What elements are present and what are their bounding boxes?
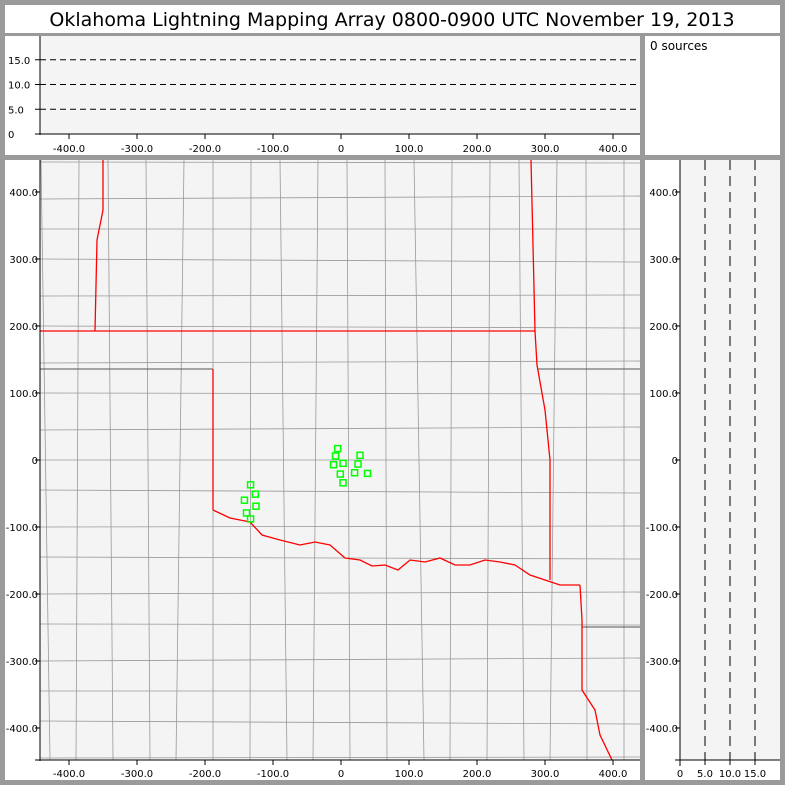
- county-line: [40, 556, 640, 560]
- lightning-source-marker: [336, 470, 345, 478]
- county-line: [40, 623, 640, 626]
- oklahoma-state-border: [40, 160, 613, 760]
- x-tick-label: -300.0: [121, 769, 153, 780]
- x-tick-label: -400.0: [53, 769, 85, 780]
- x-tick-label: 15.0: [744, 769, 766, 780]
- county-line: [40, 525, 640, 528]
- lightning-source-marker: [252, 502, 260, 510]
- map-panel: 400.0 300.0 200.0 100.0 0 -100.0 -200.0 -300.0 -…: [5, 160, 640, 780]
- county-line: [40, 392, 640, 395]
- x-tick-label: 200.0: [463, 144, 492, 155]
- x-tick-label: 200.0: [463, 769, 492, 780]
- x-tick-label: -400.0: [53, 144, 85, 155]
- y-tick-label: 200.0: [9, 322, 38, 333]
- county-line: [40, 294, 640, 297]
- y-tick-label: -200.0: [6, 590, 38, 601]
- lightning-source-marker: [246, 515, 255, 523]
- y-tick-label: -400.0: [6, 724, 38, 735]
- x-tick-label: 300.0: [531, 769, 560, 780]
- side-altitude-panel: 400.0 300.0 200.0 100.0 0 -100.0 -200.0 -300.0 -…: [645, 160, 780, 780]
- y-tick-label: -300.0: [6, 657, 38, 668]
- y-tick-label: 200.0: [649, 322, 678, 333]
- county-line: [40, 195, 640, 200]
- y-tick-label: 15.0: [8, 56, 30, 67]
- x-tick-label: 0: [677, 769, 683, 780]
- lightning-source-marker: [246, 481, 255, 489]
- lightning-source-marker: [356, 451, 364, 460]
- y-tick-label: 5.0: [8, 105, 24, 116]
- x-tick-label: -100.0: [257, 144, 289, 155]
- title-box: [5, 5, 780, 33]
- lightning-sources: [240, 444, 372, 523]
- lightning-source-marker: [363, 469, 372, 478]
- county-line: [40, 720, 640, 725]
- y-tick-label: -400.0: [646, 724, 678, 735]
- y-tick-label: 0: [32, 456, 38, 467]
- lightning-source-marker: [339, 479, 347, 487]
- x-tick-label: -200.0: [189, 769, 221, 780]
- x-tick-label: 0: [338, 144, 344, 155]
- source-count-box: [645, 36, 780, 155]
- county-line: [40, 489, 640, 494]
- source-count: 0 sources: [650, 39, 708, 53]
- county-line: [40, 756, 640, 759]
- y-tick-label: 0: [8, 130, 14, 141]
- y-tick-label: -200.0: [646, 590, 678, 601]
- county-line: [40, 426, 640, 431]
- lightning-source-marker: [240, 496, 249, 504]
- y-tick-label: -300.0: [646, 657, 678, 668]
- x-tick-label: 0: [338, 769, 344, 780]
- y-tick-label: -100.0: [646, 523, 678, 534]
- x-tick-label: 400.0: [599, 144, 628, 155]
- figure-title: Oklahoma Lightning Mapping Array 0800-09…: [49, 9, 734, 31]
- county-line: [40, 258, 640, 263]
- county-line: [40, 161, 640, 164]
- state-boundaries-other: [40, 368, 640, 628]
- y-tick-label: 100.0: [9, 389, 38, 400]
- y-tick-label: -100.0: [6, 523, 38, 534]
- x-tick-label: 100.0: [395, 769, 424, 780]
- y-tick-label: 0: [672, 456, 678, 467]
- lightning-source-marker: [242, 509, 251, 517]
- y-tick-label: 10.0: [8, 81, 30, 92]
- lightning-source-marker: [333, 444, 342, 453]
- y-tick-label: 400.0: [649, 188, 678, 199]
- county-line: [40, 591, 640, 595]
- y-tick-label: 300.0: [9, 255, 38, 266]
- x-tick-label: 100.0: [395, 144, 424, 155]
- lightning-source-marker: [251, 490, 260, 498]
- x-tick-label: 5.0: [697, 769, 713, 780]
- lightning-source-marker: [354, 460, 362, 468]
- lightning-source-marker: [339, 459, 347, 468]
- county-line: [40, 325, 640, 329]
- county-line: [40, 657, 640, 662]
- county-boundaries: [40, 160, 640, 760]
- county-line: [40, 360, 640, 364]
- x-tick-label: 300.0: [531, 144, 560, 155]
- y-tick-label: 400.0: [9, 188, 38, 199]
- x-tick-label: -300.0: [121, 144, 153, 155]
- x-tick-label: -100.0: [257, 769, 289, 780]
- y-tick-label: 100.0: [649, 389, 678, 400]
- lightning-source-marker: [329, 460, 338, 469]
- x-tick-label: -200.0: [189, 144, 221, 155]
- lightning-source-marker: [331, 452, 340, 460]
- x-tick-label: 10.0: [719, 769, 741, 780]
- lightning-source-marker: [350, 468, 359, 477]
- x-tick-label: 400.0: [599, 769, 628, 780]
- altitude-panel: 0 5.0 10.0 15.0 -400.0 -300.0 -200.0 -100.0 0 10…: [5, 36, 640, 155]
- y-tick-label: 300.0: [649, 255, 678, 266]
